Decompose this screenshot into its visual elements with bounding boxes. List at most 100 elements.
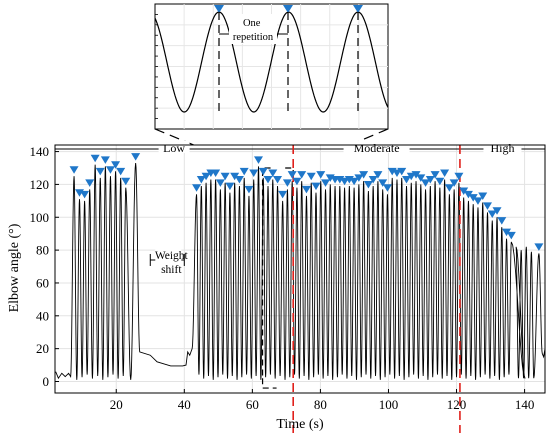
peak-marker xyxy=(392,169,402,177)
peak-marker xyxy=(192,184,202,192)
peak-marker xyxy=(397,167,407,176)
peak-marker xyxy=(230,172,240,181)
peak-marker xyxy=(321,179,331,187)
peak-marker xyxy=(463,190,473,199)
y-tick-label: 0 xyxy=(43,374,50,389)
segment-boundaries xyxy=(292,145,461,433)
x-tick-label: 80 xyxy=(314,397,327,412)
peak-marker xyxy=(211,169,221,177)
inset-peak-marker xyxy=(283,5,293,13)
peak-marker xyxy=(449,179,459,187)
peak-marker xyxy=(402,176,412,184)
peak-marker xyxy=(421,179,431,187)
peak-marker xyxy=(244,185,254,194)
peak-marker xyxy=(301,185,311,194)
peak-marker xyxy=(297,171,307,179)
peak-marker xyxy=(220,172,230,181)
zoom-box-top-left xyxy=(261,167,271,180)
peak-marker xyxy=(468,194,478,202)
inset-annotation-line-1: One xyxy=(243,18,261,29)
peak-marker xyxy=(85,179,95,187)
peak-marker xyxy=(100,156,110,164)
peak-marker xyxy=(378,179,388,187)
peak-marker xyxy=(258,167,268,176)
x-axis-ticks: 20 40 60 80 100 120 140 xyxy=(110,389,535,412)
peak-marker xyxy=(478,192,488,200)
inset-curve xyxy=(154,11,389,113)
peak-marker xyxy=(349,177,359,186)
weight-shift-label-line: shift xyxy=(161,264,182,276)
plot-frame xyxy=(54,144,546,394)
peak-marker xyxy=(340,177,350,186)
peak-marker xyxy=(215,179,225,187)
peak-marker xyxy=(196,176,206,184)
segment-label: High xyxy=(490,141,514,155)
segment-label-bg xyxy=(343,141,410,153)
x-tick-label: 100 xyxy=(379,397,399,412)
peak-marker xyxy=(282,179,292,187)
main-plot: Low Moderate High Weight shift 20 40 60 80 100 1… xyxy=(7,141,546,433)
peak-markers xyxy=(69,153,544,251)
inset-peak-marker xyxy=(353,5,363,13)
peak-marker xyxy=(69,166,79,174)
peak-marker xyxy=(239,167,249,176)
segment-label: Moderate xyxy=(354,141,400,155)
weight-shift-label-line: Weight xyxy=(155,250,189,262)
segment-label: Low xyxy=(163,141,185,155)
peak-marker xyxy=(502,228,512,237)
peak-marker xyxy=(454,172,464,181)
peak-marker xyxy=(95,167,105,176)
peak-marker xyxy=(354,174,364,182)
weight-shift-label-bg xyxy=(155,247,182,278)
peak-marker xyxy=(273,176,283,184)
peak-marker xyxy=(534,243,544,251)
peak-marker xyxy=(116,167,126,176)
peak-marker xyxy=(482,202,492,210)
elbow-angle-series xyxy=(55,163,546,380)
peak-marker xyxy=(430,171,440,179)
segment-label-bg xyxy=(483,141,522,153)
peak-marker xyxy=(444,184,454,192)
peak-marker xyxy=(459,187,469,196)
y-axis-ticks: 0 20 40 60 80 100 120 140 xyxy=(30,144,59,389)
weight-shift-annotation: Weight shift xyxy=(149,247,189,278)
peak-marker xyxy=(473,197,483,205)
peak-marker xyxy=(225,182,235,191)
peak-marker xyxy=(497,217,507,225)
peak-marker xyxy=(306,172,316,181)
peak-marker xyxy=(121,177,131,186)
peak-marker xyxy=(382,184,392,192)
x-tick-label: 20 xyxy=(110,397,123,412)
peak-marker xyxy=(425,176,435,184)
peak-marker xyxy=(440,169,450,177)
peak-marker xyxy=(316,171,326,179)
inset-rep-label-bg xyxy=(229,14,277,44)
y-tick-label: 40 xyxy=(36,308,49,323)
peak-marker xyxy=(90,154,100,163)
peak-marker xyxy=(287,171,297,179)
x-tick-label: 140 xyxy=(515,397,535,412)
peak-marker xyxy=(311,182,321,191)
peak-marker xyxy=(411,171,421,179)
x-tick-label: 60 xyxy=(246,397,259,412)
peak-marker xyxy=(253,156,263,164)
y-tick-label: 100 xyxy=(30,210,50,225)
peak-marker xyxy=(435,177,445,186)
peak-marker xyxy=(359,171,369,179)
x-axis-label: Time (s) xyxy=(276,417,324,432)
inset-panel: One repetition xyxy=(154,3,389,130)
peak-marker xyxy=(80,190,90,199)
inset-annotation: One repetition xyxy=(233,18,274,43)
inset-peak-marker xyxy=(214,5,224,13)
zoom-box-bottom-left xyxy=(261,378,277,389)
peak-marker xyxy=(416,174,426,182)
peak-marker xyxy=(201,172,211,181)
peak-marker xyxy=(105,166,115,174)
peak-marker xyxy=(268,169,278,177)
peak-marker xyxy=(263,176,273,184)
peak-marker xyxy=(111,161,121,169)
y-axis-label: Elbow angle (°) xyxy=(7,223,22,312)
peak-marker xyxy=(368,176,378,184)
inset-peak-markers xyxy=(214,5,363,13)
